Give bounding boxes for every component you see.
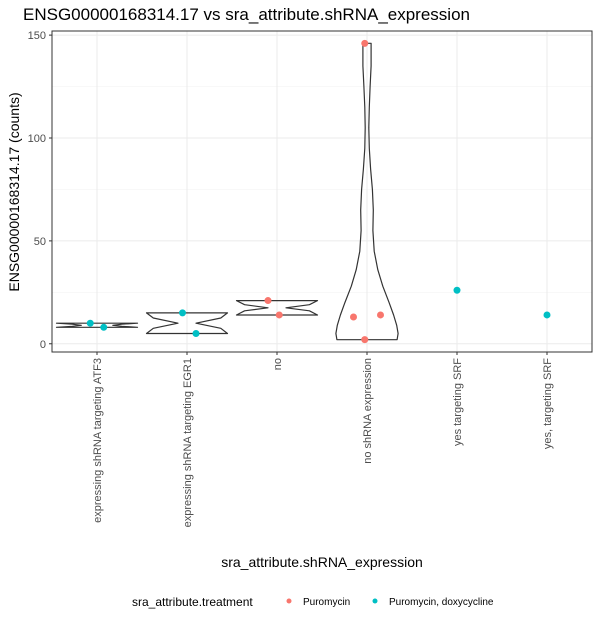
y-tick-label: 50 [34, 236, 46, 248]
x-tick-label: expressing shRNA targeting EGR1 [182, 358, 194, 527]
data-point [264, 297, 272, 305]
plot-panel [52, 31, 592, 352]
data-point [361, 336, 369, 344]
x-axis: expressing shRNA targeting ATF3 expressin… [92, 352, 554, 527]
violin-shape [235, 300, 319, 316]
legend-key [372, 598, 378, 604]
legend-title: sra_attribute.treatment [132, 595, 253, 609]
data-point [86, 319, 94, 327]
x-axis-title: sra_attribute.shRNA_expression [221, 554, 423, 570]
data-point [100, 323, 108, 331]
violin-shape [55, 322, 139, 328]
y-tick-label: 0 [40, 339, 46, 351]
data-point [179, 309, 186, 317]
y-tick-label: 150 [28, 30, 46, 42]
y-tick-label: 100 [28, 133, 46, 145]
x-tick-label: no shRNA expression [362, 358, 374, 464]
grid-lines [52, 31, 592, 352]
data-point [350, 313, 357, 321]
chart-title: ENSG00000168314.17 vs sra_attribute.shRN… [23, 5, 470, 24]
y-axis-title: ENSG00000168314.17 (counts) [6, 92, 22, 291]
data-point [377, 311, 384, 319]
data-point [453, 286, 461, 294]
data-point [275, 311, 283, 319]
y-axis: 0 50 100 150 [28, 30, 52, 351]
data-point [361, 39, 369, 47]
panel-border [51, 30, 593, 353]
legend: sra_attribute.treatment Puromycin Puromyc… [132, 595, 494, 609]
data-points [86, 39, 551, 344]
panel-background [52, 31, 592, 352]
data-point [543, 311, 551, 319]
legend-key [286, 598, 292, 604]
x-tick-label: yes targeting SRF [452, 358, 464, 446]
x-tick-label: no [272, 358, 284, 370]
violin-shape [145, 312, 229, 335]
data-point [192, 329, 200, 337]
x-tick-label: yes, targeting SRF [542, 358, 554, 449]
panel-border-rect [51, 30, 593, 353]
legend-label: Puromycin [303, 597, 350, 608]
legend-label: Puromycin, doxycycline [389, 597, 494, 608]
x-tick-label: expressing shRNA targeting ATF3 [92, 358, 104, 523]
